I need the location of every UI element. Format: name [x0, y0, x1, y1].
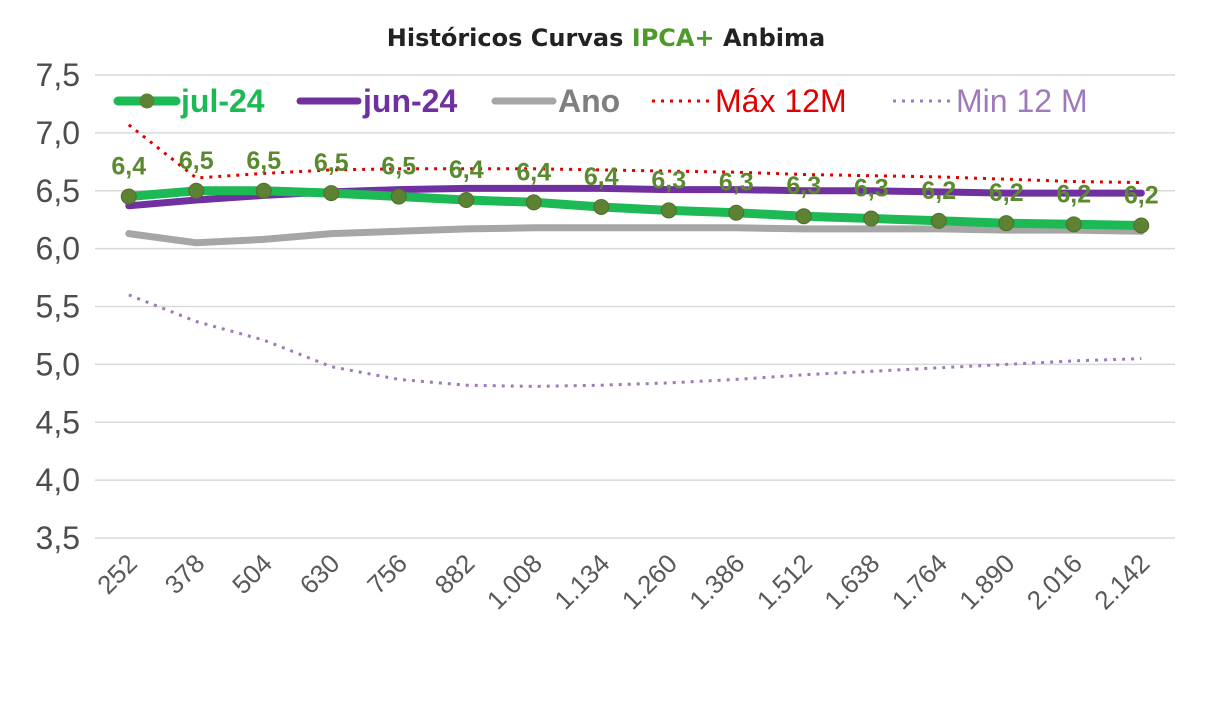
legend: jul-24 jun-24 Ano Máx 12M Min 12 M: [113, 83, 1088, 119]
data-point: [593, 198, 610, 215]
data-point: [255, 182, 272, 199]
y-tick-label: 6,0: [36, 231, 80, 267]
legend-label: jul-24: [180, 83, 265, 119]
y-axis: 3,5 4,0 4,5 5,0 5,5 6,0 6,5 7,0 7,5: [36, 57, 80, 556]
data-label: 6,5: [314, 149, 349, 177]
data-point: [728, 204, 745, 221]
x-tick-label: 1.890: [953, 548, 1020, 615]
data-label: 6,5: [179, 147, 214, 175]
data-point: [930, 212, 947, 229]
chart-title-part-0: Históricos Curvas: [387, 24, 632, 52]
x-tick-label: 1.008: [481, 548, 548, 615]
data-point: [120, 188, 137, 205]
x-tick-label: 504: [226, 548, 278, 600]
data-point: [998, 215, 1015, 232]
data-label: 6,4: [516, 158, 551, 186]
x-tick-label: 1.638: [818, 548, 885, 615]
x-tick-label: 756: [361, 548, 413, 600]
data-point: [458, 192, 475, 209]
legend-label: Máx 12M: [715, 83, 847, 119]
data-point: [660, 202, 677, 219]
chart-title-part-2: Anbima: [715, 24, 826, 52]
x-axis: 252 378 504 630 756 882 1.008 1.134 1.260 1.386 1.…: [91, 548, 1155, 615]
data-label: 6,2: [921, 177, 956, 205]
data-label: 6,5: [246, 147, 281, 175]
x-tick-label: 1.260: [616, 548, 683, 615]
data-label: 6,4: [111, 153, 146, 181]
series-line-jul-24: [124, 186, 1146, 230]
x-tick-label: 630: [294, 548, 346, 600]
series-line-máx-12m: [127, 123, 1142, 185]
legend-label: jun-24: [362, 83, 457, 119]
x-tick-label: 1.764: [886, 548, 953, 615]
x-tick-label: 252: [91, 548, 143, 600]
data-label: 6,3: [786, 172, 821, 200]
data-label: 6,3: [719, 169, 754, 197]
data-label: 6,3: [854, 175, 889, 203]
data-point: [188, 182, 205, 199]
data-point: [1065, 216, 1082, 233]
data-label: 6,4: [584, 163, 619, 191]
series-layer: [120, 123, 1150, 388]
data-point: [1133, 217, 1150, 234]
data-label: 6,2: [1056, 180, 1091, 208]
y-tick-label: 7,0: [36, 115, 80, 151]
y-tick-label: 3,5: [36, 520, 80, 556]
data-point: [323, 185, 340, 202]
y-tick-label: 5,0: [36, 346, 80, 382]
data-point: [390, 188, 407, 205]
chart-title: Históricos Curvas IPCA+ Anbima: [387, 24, 825, 52]
legend-label: Min 12 M: [956, 83, 1088, 119]
chart-title-part-1: IPCA+: [632, 24, 715, 52]
data-point: [795, 208, 812, 225]
y-tick-label: 4,5: [36, 404, 80, 440]
data-label: 6,4: [449, 156, 484, 184]
legend-label: Ano: [558, 83, 620, 119]
data-point: [863, 210, 880, 227]
legend-marker: [139, 93, 155, 109]
series-line-ano: [125, 224, 1145, 247]
x-tick-label: 1.134: [548, 548, 615, 615]
x-tick-label: 1.512: [751, 548, 818, 615]
data-labels: 6,4 6,5 6,5 6,5 6,5 6,4 6,4 6,4 6,3 6,3 6,3 6,3 6,2 6…: [111, 147, 1158, 210]
x-tick-label: 378: [159, 548, 211, 600]
data-label: 6,2: [989, 179, 1024, 207]
x-tick-label: 2.016: [1021, 548, 1088, 615]
data-label: 6,5: [381, 153, 416, 181]
y-tick-label: 4,0: [36, 462, 80, 498]
y-tick-label: 6,5: [36, 173, 80, 209]
x-tick-label: 2.142: [1088, 548, 1155, 615]
series-line-min-12-m: [128, 293, 1142, 388]
data-label: 6,3: [651, 166, 686, 194]
x-tick-label: 1.386: [683, 548, 750, 615]
y-tick-label: 5,5: [36, 289, 80, 325]
data-point: [525, 194, 542, 211]
data-label: 6,2: [1124, 181, 1159, 209]
x-tick-label: 882: [429, 548, 481, 600]
y-tick-label: 7,5: [36, 57, 80, 93]
grid: [95, 74, 1175, 539]
